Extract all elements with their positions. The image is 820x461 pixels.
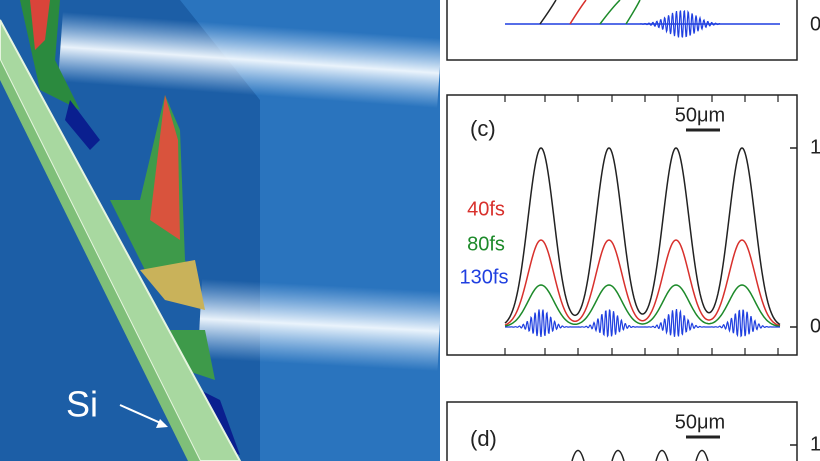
curve bbox=[504, 239, 781, 327]
tick-label: 1 bbox=[810, 433, 820, 455]
material-label: Si bbox=[66, 384, 98, 425]
tick-label: 0 bbox=[810, 315, 820, 337]
scale-bar-label: 50μm bbox=[675, 411, 725, 433]
panel-label: (d) bbox=[470, 426, 497, 451]
tick-label: 0 bbox=[810, 13, 820, 35]
legend-entry: 80fs bbox=[467, 233, 505, 255]
panel-b: 0 bbox=[446, 0, 820, 61]
curve bbox=[504, 147, 781, 326]
curve bbox=[504, 284, 781, 328]
legend-entry: 130fs bbox=[460, 266, 509, 288]
illustration: Si bbox=[0, 0, 440, 461]
tick-label: 1 bbox=[810, 136, 820, 158]
legend-entry: 40fs bbox=[467, 198, 505, 220]
panel-label: (c) bbox=[470, 116, 496, 141]
scale-bar-label: 50μm bbox=[675, 104, 725, 126]
panel-d: (d) 50μm 1 bbox=[446, 401, 820, 461]
curve bbox=[505, 309, 780, 338]
panel-c: (c) 50μm 40fs 80fs 130fs 1 0 bbox=[446, 94, 820, 356]
